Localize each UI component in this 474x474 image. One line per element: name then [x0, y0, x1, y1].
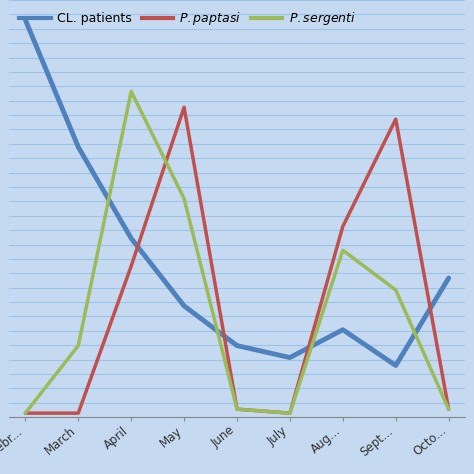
Legend: CL. patients, $\it{P.paptasi}$, $\it{P.sergenti}$: CL. patients, $\it{P.paptasi}$, $\it{P.s…	[16, 6, 360, 31]
